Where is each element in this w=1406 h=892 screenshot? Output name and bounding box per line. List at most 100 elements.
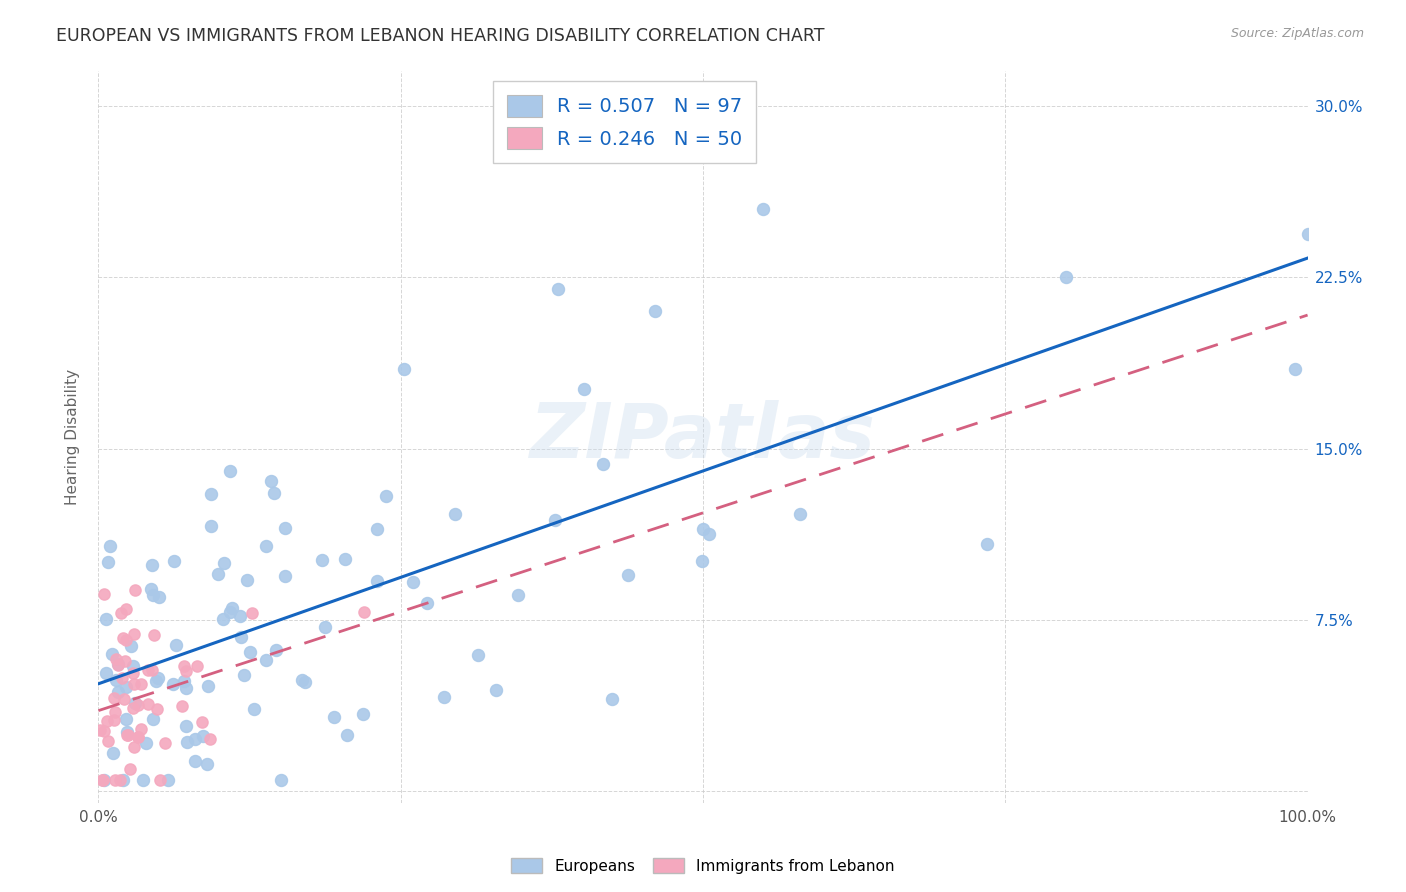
Point	[136, 663, 159, 677]
Point	[260, 474, 283, 488]
Point	[207, 567, 229, 582]
Point	[240, 606, 263, 620]
Point	[124, 739, 146, 754]
Point	[104, 772, 127, 787]
Point	[93, 587, 115, 601]
Point	[236, 574, 259, 588]
Point	[93, 724, 115, 739]
Point	[221, 601, 243, 615]
Point	[375, 489, 398, 503]
Point	[219, 464, 242, 478]
Point	[229, 608, 252, 623]
Point	[153, 736, 176, 750]
Point	[115, 725, 138, 739]
Point	[294, 674, 316, 689]
Point	[232, 668, 254, 682]
Point	[145, 674, 167, 689]
Point	[572, 382, 595, 396]
Point	[105, 673, 128, 688]
Point	[94, 612, 117, 626]
Point	[1296, 227, 1319, 242]
Point	[110, 606, 132, 620]
Point	[197, 679, 219, 693]
Point	[485, 682, 508, 697]
Point	[184, 754, 207, 768]
Point	[121, 659, 143, 673]
Point	[149, 772, 172, 787]
Point	[112, 631, 135, 645]
Point	[173, 673, 195, 688]
Point	[592, 457, 614, 471]
Point	[174, 665, 197, 679]
Point	[98, 539, 121, 553]
Point	[191, 715, 214, 730]
Point	[148, 671, 170, 685]
Point	[141, 663, 163, 677]
Point	[91, 772, 114, 787]
Point	[142, 712, 165, 726]
Point	[544, 513, 567, 527]
Point	[508, 588, 530, 602]
Point	[156, 772, 179, 787]
Point	[94, 666, 117, 681]
Point	[333, 552, 356, 566]
Point	[104, 705, 127, 719]
Point	[115, 602, 138, 616]
Point	[112, 772, 135, 787]
Text: ZIPatlas: ZIPatlas	[530, 401, 876, 474]
Point	[467, 648, 489, 662]
Point	[115, 728, 138, 742]
Point	[366, 574, 388, 588]
Point	[274, 521, 297, 535]
Point	[115, 632, 138, 647]
Point	[291, 673, 314, 688]
Point	[352, 707, 374, 722]
Point	[148, 590, 170, 604]
Point	[112, 691, 135, 706]
Point	[219, 605, 242, 619]
Point	[110, 772, 132, 787]
Point	[323, 710, 346, 724]
Point	[752, 202, 775, 216]
Point	[200, 518, 222, 533]
Point	[444, 507, 467, 521]
Point	[122, 677, 145, 691]
Point	[111, 671, 134, 685]
Point	[692, 522, 714, 536]
Point	[184, 732, 207, 747]
Point	[145, 702, 167, 716]
Point	[97, 734, 120, 748]
Point	[101, 746, 124, 760]
Point	[697, 527, 720, 541]
Point	[141, 558, 163, 573]
Point	[165, 638, 187, 652]
Point	[433, 690, 456, 704]
Point	[314, 620, 336, 634]
Point	[120, 763, 142, 777]
Point	[547, 281, 569, 295]
Point	[595, 121, 617, 136]
Point	[173, 658, 195, 673]
Point	[174, 681, 197, 696]
Point	[129, 677, 152, 691]
Point	[254, 539, 277, 553]
Point	[127, 698, 149, 712]
Point	[195, 756, 218, 771]
Point	[107, 657, 129, 671]
Point	[120, 639, 142, 653]
Point	[89, 723, 111, 738]
Point	[97, 555, 120, 569]
Point	[103, 713, 125, 727]
Point	[174, 719, 197, 733]
Point	[239, 645, 262, 659]
Text: Source: ZipAtlas.com: Source: ZipAtlas.com	[1230, 27, 1364, 40]
Y-axis label: Hearing Disability: Hearing Disability	[65, 369, 80, 505]
Point	[142, 588, 165, 602]
Point	[366, 522, 388, 536]
Point	[124, 582, 146, 597]
Point	[139, 582, 162, 596]
Point	[336, 728, 359, 742]
Point	[124, 696, 146, 710]
Point	[115, 712, 138, 726]
Point	[263, 485, 285, 500]
